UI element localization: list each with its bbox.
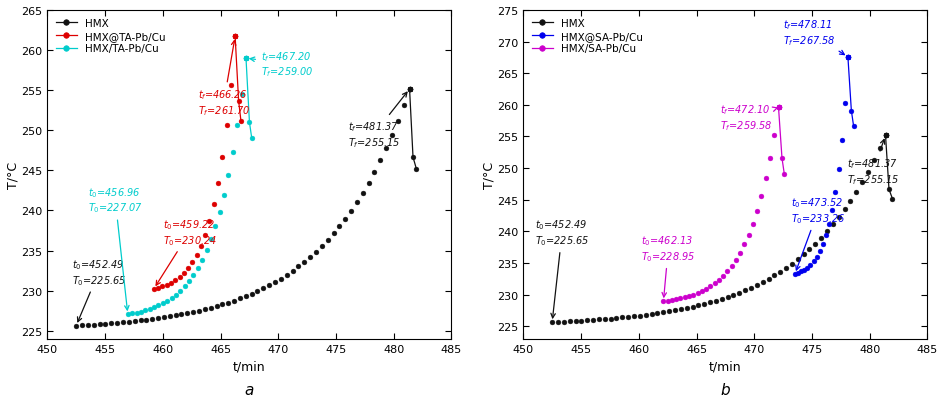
X-axis label: t/min: t/min [233,359,265,372]
Text: $t_0$=473.52
$T_0$=233.26: $t_0$=473.52 $T_0$=233.26 [790,196,845,270]
Text: b: b [720,382,730,397]
Text: $t_f$=472.10
$T_f$=259.58: $t_f$=472.10 $T_f$=259.58 [719,103,777,133]
Legend: HMX, HMX@SA-Pb/Cu, HMX/SA-Pb/Cu: HMX, HMX@SA-Pb/Cu, HMX/SA-Pb/Cu [528,16,646,57]
Text: $t_0$=462.13
$T_0$=228.95: $t_0$=462.13 $T_0$=228.95 [640,234,695,297]
Text: $t_0$=452.49
$T_0$=225.65: $t_0$=452.49 $T_0$=225.65 [72,257,126,322]
Text: $t_0$=452.49
$T_0$=225.65: $t_0$=452.49 $T_0$=225.65 [534,218,589,318]
Legend: HMX, HMX@TA-Pb/Cu, HMX/TA-Pb/Cu: HMX, HMX@TA-Pb/Cu, HMX/TA-Pb/Cu [53,16,169,57]
Text: a: a [244,382,254,397]
Text: $t_0$=456.96
$T_0$=227.07: $t_0$=456.96 $T_0$=227.07 [88,185,143,310]
Text: $t_0$=459.22
$T_0$=230.24: $t_0$=459.22 $T_0$=230.24 [156,217,216,286]
Y-axis label: T/°C: T/°C [7,162,20,188]
Text: $t_f$=481.37
$T_f$=255.15: $t_f$=481.37 $T_f$=255.15 [347,93,407,150]
Text: $t_f$=478.11
$T_f$=267.58: $t_f$=478.11 $T_f$=267.58 [783,18,844,55]
X-axis label: t/min: t/min [708,359,741,372]
Text: $t_f$=481.37
$T_f$=255.15: $t_f$=481.37 $T_f$=255.15 [846,140,898,186]
Text: $t_f$=466.26
$T_f$=261.70: $t_f$=466.26 $T_f$=261.70 [197,41,250,118]
Y-axis label: T/°C: T/°C [482,162,496,188]
Text: $t_f$=467.20
$T_f$=259.00: $t_f$=467.20 $T_f$=259.00 [250,50,313,79]
